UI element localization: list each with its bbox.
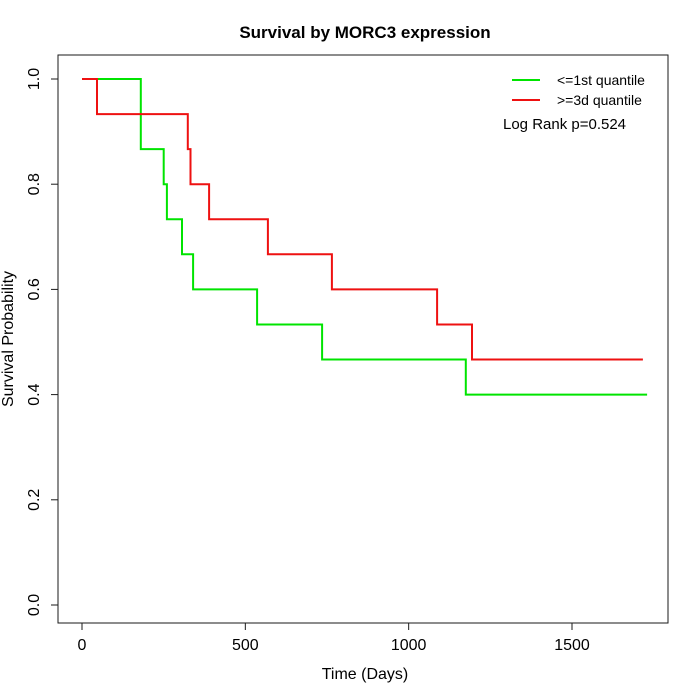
legend-label-low-expression: <=1st quantile [557, 72, 645, 88]
km-curve-low-quantile [82, 78, 648, 396]
x-axis-tick-label: 500 [232, 637, 259, 654]
logrank-pvalue-text: Log Rank p=0.524 [503, 116, 626, 133]
x-axis-tick-label: 0 [78, 637, 87, 654]
plot-area: 0 500 1000 1500 0.0 0.2 0.4 0.6 0.8 1.0 [26, 54, 669, 654]
y-axis-tick-label: 0.0 [26, 594, 43, 616]
plot-border [57, 54, 669, 624]
x-axis-label: Time (Days) [322, 666, 409, 683]
km-curve-high-quantile [82, 78, 643, 361]
x-axis-tick-label: 1500 [554, 637, 590, 654]
legend: <=1st quantile >=3d quantile Log Rank p=… [503, 72, 645, 133]
chart-title: Survival by MORC3 expression [239, 23, 490, 42]
y-axis-label: Survival Probability [0, 271, 17, 407]
legend-label-high-expression: >=3d quantile [557, 92, 642, 108]
y-axis-tick-label: 0.8 [26, 173, 43, 195]
y-axis-tick-label: 0.6 [26, 278, 43, 300]
y-axis-tick-label: 0.2 [26, 489, 43, 511]
y-axis-tick-label: 1.0 [26, 68, 43, 90]
x-axis-tick-label: 1000 [391, 637, 427, 654]
y-axis-tick-label: 0.4 [26, 383, 43, 405]
